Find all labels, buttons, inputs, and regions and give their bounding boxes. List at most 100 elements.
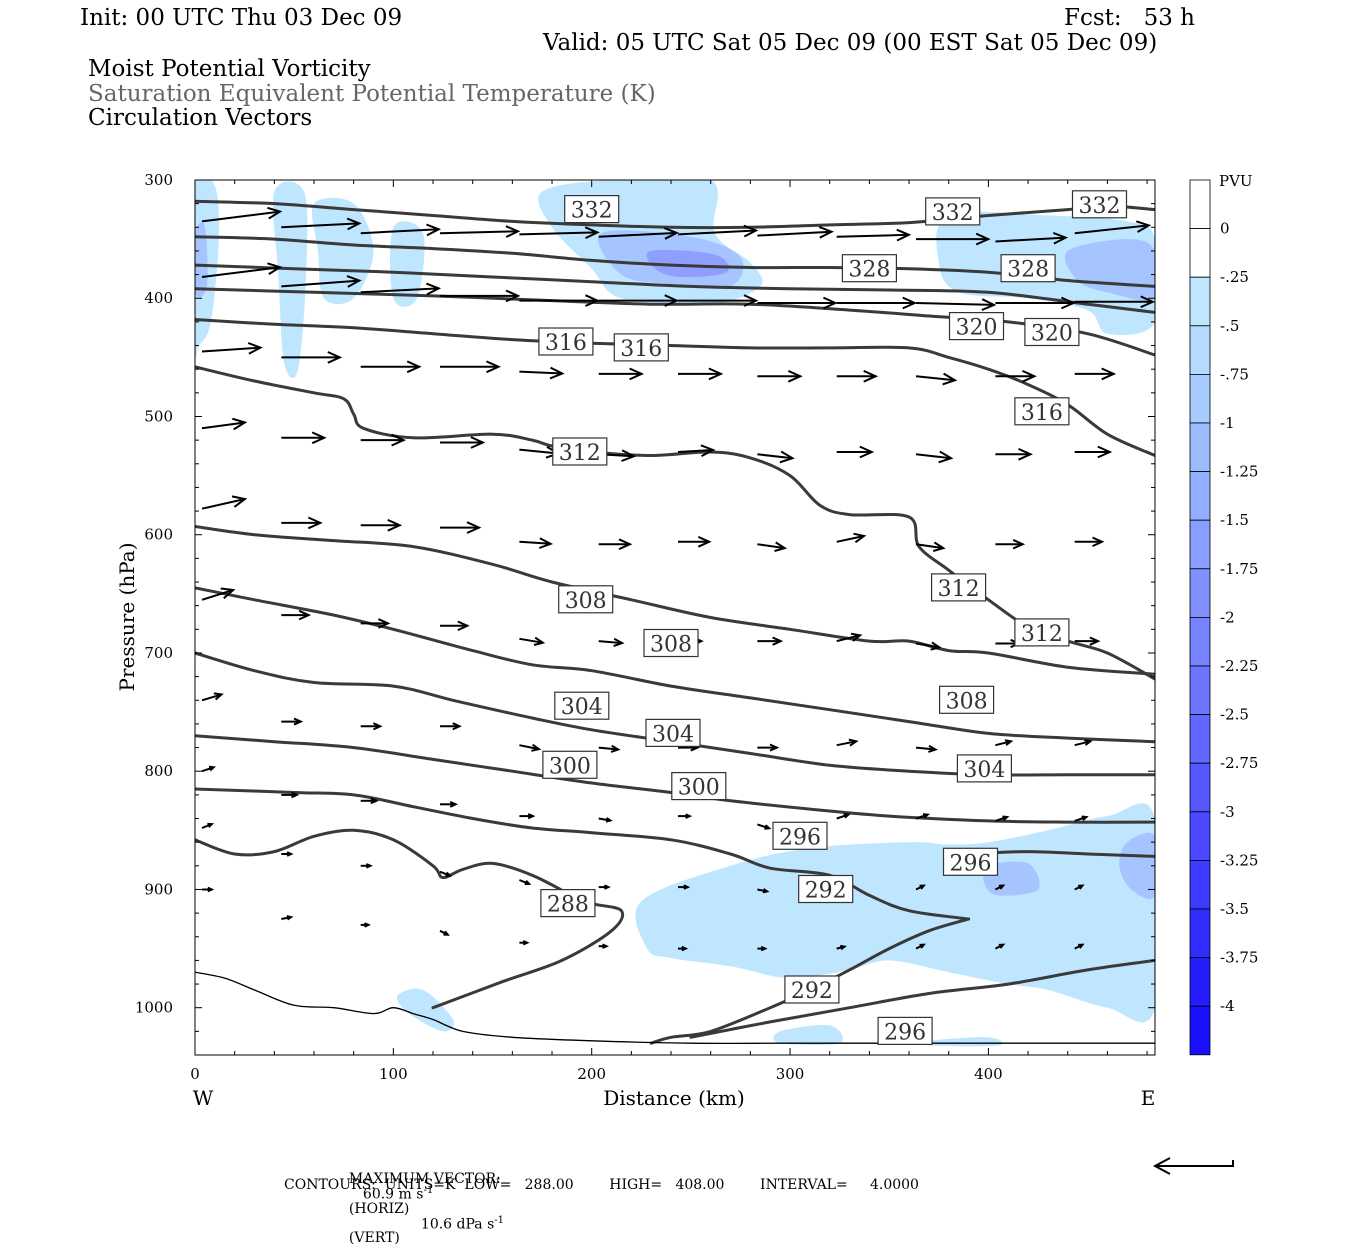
colorbar-level-label: -.25 bbox=[1220, 268, 1249, 286]
colorbar-swatch-5 bbox=[1189, 422, 1211, 472]
vector-arrow-18 bbox=[678, 294, 759, 307]
vector-arrow-16 bbox=[519, 294, 600, 307]
vector-arrow-101 bbox=[598, 884, 611, 890]
contour-label-text: 296 bbox=[884, 1020, 926, 1045]
axes: 300 400 500 600 700 800 900 1000 0 100 200 300 400 bbox=[135, 171, 1155, 1083]
colorbar-level-label: -1.25 bbox=[1220, 463, 1258, 481]
vector-arrow-3 bbox=[439, 225, 521, 238]
max-vector-vert: 10.6 dPa s bbox=[420, 1216, 495, 1233]
vector-arrow-51 bbox=[440, 521, 482, 534]
vector-arrow-119 bbox=[1074, 943, 1085, 950]
horiz-exponent: -1 bbox=[423, 1185, 434, 1196]
contour-label-text: 312 bbox=[559, 441, 601, 466]
field-title-theta: Saturation Equivalent Potential Temperat… bbox=[88, 81, 656, 107]
contour-line-332-14 bbox=[195, 199, 1155, 230]
vector-arrow-56 bbox=[836, 532, 867, 544]
vector-arrow-81 bbox=[915, 744, 938, 753]
vector-arrow-33 bbox=[915, 372, 958, 386]
contour-label-text: 304 bbox=[561, 695, 603, 720]
contour-label-text: 308 bbox=[565, 589, 607, 614]
colorbar-swatch-1 bbox=[1189, 228, 1211, 278]
y-tick-label: 400 bbox=[144, 289, 173, 307]
vector-arrow-116 bbox=[836, 944, 847, 951]
contour-label-23: 296 bbox=[877, 1016, 933, 1045]
vector-arrow-96 bbox=[201, 822, 215, 829]
vector-arrow-88 bbox=[519, 813, 536, 820]
contour-label-19: 300 bbox=[542, 750, 598, 779]
y-tick-label: 1000 bbox=[135, 999, 173, 1017]
contour-label-text: 292 bbox=[791, 979, 833, 1004]
contour-label-21: 296 bbox=[772, 821, 828, 850]
vector-arrow-25 bbox=[281, 351, 343, 364]
max-vector-horiz: 60.9 m s bbox=[362, 1186, 424, 1203]
x-tick-label: 300 bbox=[776, 1065, 805, 1083]
vector-arrow-57 bbox=[915, 541, 946, 552]
contour-label-text: 328 bbox=[1007, 258, 1049, 283]
vector-arrow-117 bbox=[915, 943, 926, 950]
contour-label-text: 316 bbox=[1021, 401, 1063, 426]
colorbar-swatch-8 bbox=[1189, 568, 1211, 618]
vector-arrow-69 bbox=[915, 641, 942, 651]
vector-arrow-4 bbox=[519, 226, 600, 240]
vector-arrow-63 bbox=[440, 620, 470, 632]
vector-arrow-36 bbox=[201, 417, 248, 431]
contour-label-text: 308 bbox=[650, 633, 692, 658]
max-vector-vert-unit: (VERT) bbox=[348, 1230, 400, 1246]
vector-arrow-44 bbox=[836, 445, 875, 459]
field-title-pv: Moist Potential Vorticity bbox=[88, 56, 371, 82]
vector-arrow-67 bbox=[757, 636, 784, 646]
vector-arrow-107 bbox=[1074, 884, 1085, 891]
y-tick-label: 300 bbox=[144, 171, 173, 189]
contour-label-text: 320 bbox=[1031, 322, 1073, 347]
vector-arrow-76 bbox=[519, 743, 542, 752]
vector-arrow-42 bbox=[677, 444, 716, 457]
colorbar-level-label: -1.5 bbox=[1220, 511, 1249, 529]
colorbar-level-label: -.75 bbox=[1220, 365, 1249, 383]
contour-line-296-5 bbox=[689, 958, 1155, 1039]
vector-arrow-60 bbox=[201, 587, 236, 601]
vector-arrow-49 bbox=[281, 516, 323, 530]
vector-arrow-34 bbox=[995, 369, 1037, 383]
contour-line-308-8 bbox=[195, 525, 1155, 676]
contour-label-13: 308 bbox=[558, 585, 614, 614]
contour-label-text: 332 bbox=[571, 199, 613, 224]
colorbar-level-label: -2.5 bbox=[1220, 706, 1249, 724]
contour-line-296-3 bbox=[195, 734, 1155, 824]
vector-arrow-98 bbox=[360, 863, 373, 869]
colorbar-swatch-7 bbox=[1189, 519, 1211, 570]
pv-region-13 bbox=[195, 222, 208, 298]
vector-arrow-52 bbox=[519, 537, 554, 549]
contour-labels: 332 332 332 328 328 320 320 316 316 316 312 312 312 3… bbox=[538, 190, 1128, 1045]
vector-arrow-100 bbox=[519, 879, 532, 886]
init-time: Init: 00 UTC Thu 03 Dec 09 bbox=[80, 5, 403, 31]
vector-arrow-99 bbox=[439, 870, 453, 877]
contour-label-17: 304 bbox=[645, 718, 701, 747]
contour-label-text: 332 bbox=[932, 201, 974, 226]
vector-arrow-5 bbox=[598, 227, 680, 240]
vector-arrow-12 bbox=[201, 262, 283, 278]
vector-arrow-118 bbox=[994, 943, 1006, 950]
contour-label-12: 312 bbox=[1014, 618, 1070, 647]
vector-arrow-8 bbox=[836, 228, 912, 242]
vector-arrow-111 bbox=[439, 929, 450, 936]
vector-arrow-75 bbox=[440, 722, 462, 731]
vector-arrow-80 bbox=[836, 738, 859, 747]
pv-region-11 bbox=[646, 249, 729, 278]
colorbar-level-label: -2 bbox=[1220, 608, 1235, 626]
vector-arrow-58 bbox=[995, 538, 1026, 550]
vector-arrow-47 bbox=[1074, 445, 1113, 459]
vector-arrow-23 bbox=[1074, 295, 1155, 309]
vector-arrow-9 bbox=[916, 232, 991, 246]
vector-arrow-64 bbox=[519, 636, 546, 646]
x-tick-label: 100 bbox=[379, 1065, 408, 1083]
vector-arrow-54 bbox=[678, 535, 712, 548]
contour-line-328-13 bbox=[195, 235, 1155, 288]
vector-arrow-46 bbox=[995, 447, 1033, 461]
vector-arrow-22 bbox=[995, 296, 1076, 310]
pv-region-14 bbox=[1119, 832, 1155, 899]
contour-label-18: 304 bbox=[956, 754, 1013, 783]
colorbar-level-label: -1.75 bbox=[1220, 560, 1258, 578]
colorbar-swatch-13 bbox=[1189, 811, 1211, 861]
vector-arrow-77 bbox=[598, 744, 621, 753]
pv-region-3 bbox=[389, 221, 425, 307]
